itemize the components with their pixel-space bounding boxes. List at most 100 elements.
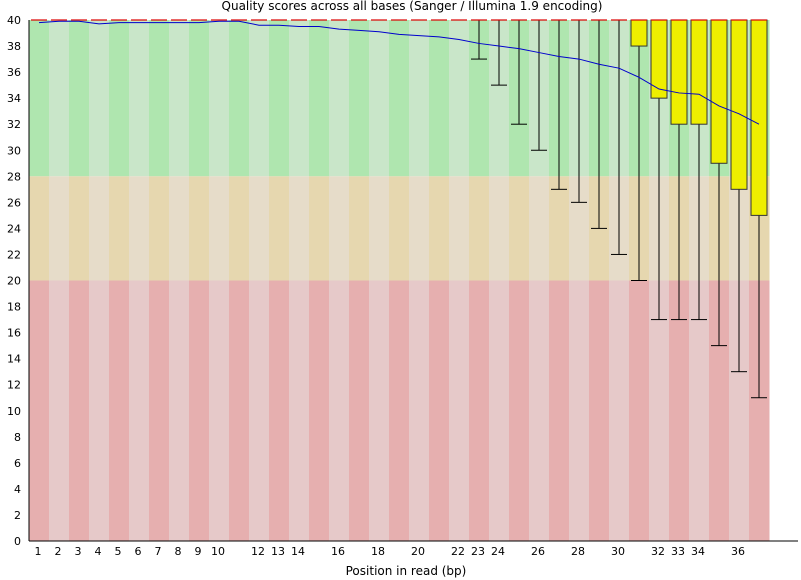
- zone-good-band: [209, 20, 230, 177]
- x-axis-title: Position in read (bp): [346, 564, 467, 578]
- x-tick-label: 32: [651, 545, 665, 558]
- x-tick-label: 30: [611, 545, 625, 558]
- zone-poor-band: [609, 280, 630, 541]
- zone-reasonable-band: [429, 176, 450, 281]
- zone-poor-band: [749, 280, 770, 541]
- y-tick-label: 12: [7, 379, 21, 392]
- x-tick-labels: 1 2 3 4 5 6 7 8 9 10 12 13 14 16 18 20 22 23 24 26 28 30 32 33 3…: [35, 545, 746, 558]
- box-33: [670, 19, 688, 125]
- x-tick-label: 20: [411, 545, 425, 558]
- zone-reasonable-band: [349, 176, 370, 281]
- zone-reasonable-band: [109, 176, 130, 281]
- zone-poor-band: [329, 280, 350, 541]
- zone-poor-band: [409, 280, 430, 541]
- zone-poor-band: [169, 280, 190, 541]
- zone-reasonable-band: [269, 176, 290, 281]
- zone-poor-band: [129, 280, 150, 541]
- x-tick-label: 14: [291, 545, 305, 558]
- box-35: [710, 19, 728, 164]
- y-tick-label: 6: [14, 457, 21, 470]
- zone-reasonable-band: [509, 176, 530, 281]
- zone-reasonable-band: [369, 176, 390, 281]
- y-tick-label: 26: [7, 196, 21, 209]
- zone-reasonable-band: [49, 176, 70, 281]
- x-tick-label: 9: [195, 545, 202, 558]
- zone-good-band: [349, 20, 370, 177]
- zone-poor-band: [29, 280, 50, 541]
- zone-reasonable-band: [29, 176, 50, 281]
- zone-good-band: [89, 20, 110, 177]
- y-tick-label: 10: [7, 405, 21, 418]
- x-tick-label: 34: [691, 545, 705, 558]
- y-tick-label: 38: [7, 40, 21, 53]
- zone-poor-band: [589, 280, 610, 541]
- y-tick-label: 30: [7, 144, 21, 157]
- zone-reasonable-band: [389, 176, 410, 281]
- x-tick-label: 8: [175, 545, 182, 558]
- zone-poor-band: [689, 280, 710, 541]
- x-tick-label: 2: [55, 545, 62, 558]
- y-tick-label: 28: [7, 170, 21, 183]
- zone-good-band: [189, 20, 210, 177]
- mean-line: [38, 20, 760, 125]
- zone-poor-band: [429, 280, 450, 541]
- zone-good-band: [69, 20, 90, 177]
- zone-poor-band: [449, 280, 470, 541]
- zone-poor-band: [389, 280, 410, 541]
- zone-poor-band: [189, 280, 210, 541]
- y-tick-label: 14: [7, 353, 21, 366]
- zone-poor-band: [309, 280, 330, 541]
- zone-reasonable-band: [489, 176, 510, 281]
- chart-title: Quality scores across all bases (Sanger …: [222, 0, 603, 13]
- x-tick-label: 22: [451, 545, 465, 558]
- zone-poor-band: [349, 280, 370, 541]
- zone-poor-band: [89, 280, 110, 541]
- zone-good-band: [449, 20, 470, 177]
- zone-reasonable-band: [549, 176, 570, 281]
- zone-poor-band: [649, 280, 670, 541]
- zone-reasonable-band: [149, 176, 170, 281]
- zone-good-band: [429, 20, 450, 177]
- zone-reasonable-band: [449, 176, 470, 281]
- x-tick-label: 12: [251, 545, 265, 558]
- zone-poor-band: [729, 280, 750, 541]
- box-31: [630, 19, 648, 47]
- zone-reasonable-band: [529, 176, 550, 281]
- x-tick-label: 36: [731, 545, 745, 558]
- zone-poor-band: [69, 280, 90, 541]
- y-tick-label: 16: [7, 327, 21, 340]
- zone-poor-band: [149, 280, 170, 541]
- zone-poor-band: [469, 280, 490, 541]
- zone-reasonable-band: [469, 176, 490, 281]
- y-tick-label: 2: [14, 509, 21, 522]
- zone-reasonable-band: [209, 176, 230, 281]
- y-tick-label: 18: [7, 301, 21, 314]
- box-plots: [31, 19, 768, 399]
- box-34: [690, 19, 708, 125]
- zone-good-band: [289, 20, 310, 177]
- zone-reasonable-band: [289, 176, 310, 281]
- zone-poor-band: [549, 280, 570, 541]
- zone-reasonable-band: [409, 176, 430, 281]
- zone-good-band: [329, 20, 350, 177]
- y-tick-label: 32: [7, 118, 21, 131]
- box-37: [750, 19, 768, 216]
- zone-good-band: [129, 20, 150, 177]
- y-tick-label: 0: [14, 535, 21, 548]
- zone-poor-band: [569, 280, 590, 541]
- x-tick-label: 6: [135, 545, 142, 558]
- x-tick-label: 5: [115, 545, 122, 558]
- zone-good-band: [309, 20, 330, 177]
- y-tick-label: 24: [7, 222, 21, 235]
- y-tick-label: 36: [7, 66, 21, 79]
- zone-reasonable-band: [169, 176, 190, 281]
- y-tick-label: 20: [7, 275, 21, 288]
- zone-poor-band: [229, 280, 250, 541]
- zone-poor-band: [529, 280, 550, 541]
- zone-poor-band: [289, 280, 310, 541]
- zone-good-band: [29, 20, 50, 177]
- y-tick-label: 22: [7, 248, 21, 261]
- x-tick-label: 33: [671, 545, 685, 558]
